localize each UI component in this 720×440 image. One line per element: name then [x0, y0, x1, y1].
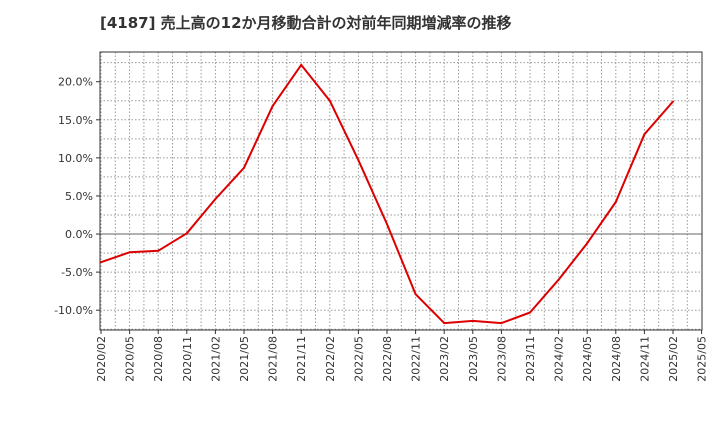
- plot-background: [100, 52, 702, 330]
- y-tick-label: 0.0%: [65, 228, 93, 241]
- x-tick-label: 2020/05: [124, 336, 137, 382]
- x-tick-label: 2023/02: [438, 336, 451, 382]
- data-point: [500, 322, 503, 325]
- data-point: [357, 159, 360, 162]
- vertical-gridlines: [100, 52, 688, 330]
- x-axis-ticks: 2020/02 2020/05 2020/08 2020/11 2021/02 2021/…: [95, 330, 709, 382]
- x-tick-label: 2022/02: [324, 336, 337, 382]
- data-point: [185, 232, 188, 235]
- y-tick-label: 5.0%: [65, 190, 93, 203]
- y-tick-label: -10.0%: [54, 304, 93, 317]
- data-point: [128, 251, 131, 254]
- x-tick-label: 2020/08: [152, 336, 165, 382]
- chart-title: [4187] 売上高の12か月移動合計の対前年同期増減率の推移: [100, 14, 512, 32]
- y-axis-ticks: 20.0% 15.0% 10.0% 5.0% 0.0% -5.0% -10.0%: [54, 76, 100, 317]
- y-tick-label: 20.0%: [58, 76, 93, 89]
- x-tick-label: 2023/05: [467, 336, 480, 382]
- x-tick-label: 2021/11: [295, 336, 308, 382]
- x-tick-label: 2021/02: [209, 336, 222, 382]
- x-tick-label: 2024/11: [638, 336, 651, 382]
- data-point: [328, 99, 331, 102]
- data-point: [300, 63, 303, 66]
- x-tick-label: 2023/11: [524, 336, 537, 382]
- x-tick-label: 2024/08: [610, 336, 623, 382]
- x-tick-label: 2021/08: [267, 336, 280, 382]
- x-tick-label: 2023/08: [495, 336, 508, 382]
- data-point: [271, 105, 274, 108]
- x-tick-label: 2024/05: [581, 336, 594, 382]
- x-tick-label: 2024/02: [553, 336, 566, 382]
- data-point: [529, 311, 531, 314]
- data-point: [214, 197, 217, 200]
- x-tick-label: 2022/08: [381, 336, 394, 382]
- x-tick-label: 2025/05: [696, 336, 709, 382]
- y-tick-label: 10.0%: [58, 152, 93, 165]
- data-point: [643, 133, 646, 136]
- data-point: [443, 322, 446, 325]
- x-tick-label: 2020/02: [95, 336, 108, 382]
- data-point: [557, 278, 560, 281]
- x-tick-label: 2021/05: [238, 336, 251, 382]
- x-tick-label: 2020/11: [181, 336, 194, 382]
- data-point: [157, 249, 160, 252]
- data-point: [471, 319, 474, 322]
- data-point: [614, 201, 617, 204]
- y-tick-label: -5.0%: [61, 266, 93, 279]
- data-point: [386, 223, 388, 226]
- series-layer: [100, 63, 674, 325]
- x-tick-label: 2025/02: [667, 336, 680, 382]
- data-point: [243, 166, 245, 169]
- y-tick-label: 15.0%: [58, 114, 93, 127]
- horizontal-gridlines: [100, 62, 702, 330]
- x-tick-label: 2022/05: [352, 336, 365, 382]
- data-point: [414, 293, 417, 296]
- plot-frame: [99, 51, 703, 331]
- x-tick-label: 2022/11: [410, 336, 423, 382]
- data-point: [672, 100, 674, 103]
- data-point: [100, 261, 102, 264]
- data-point: [586, 242, 589, 245]
